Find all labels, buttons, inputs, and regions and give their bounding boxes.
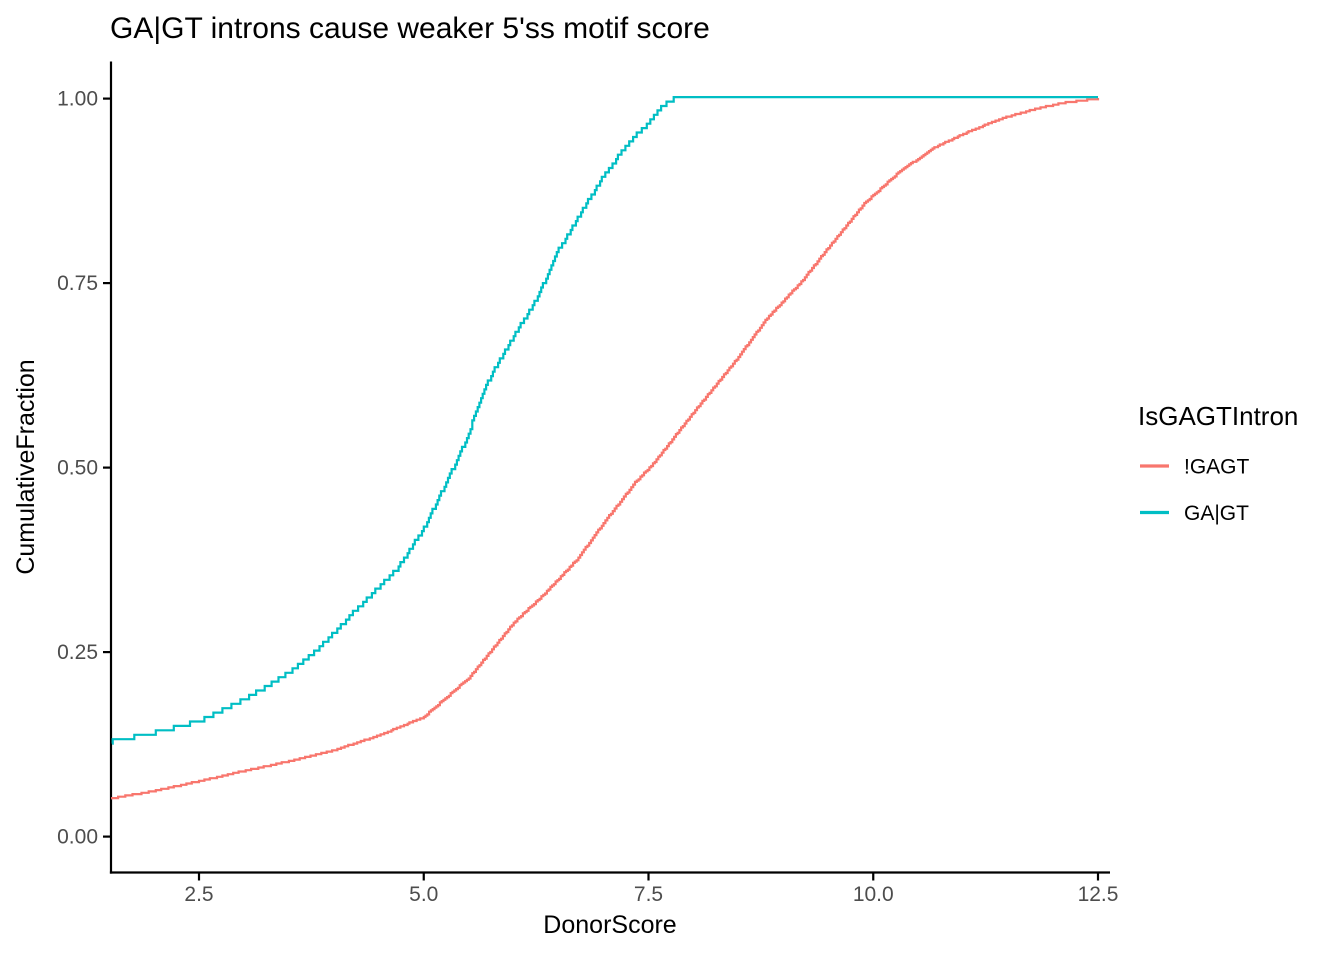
y-tick-label: 0.25 <box>57 641 98 664</box>
legend-entry: GA|GT <box>1140 502 1249 525</box>
legend-entry: !GAGT <box>1140 456 1250 479</box>
legend-entries: !GAGT GA|GT <box>1140 456 1250 525</box>
y-axis-title: CumulativeFraction <box>12 359 40 574</box>
x-tick-label: 12.5 <box>1078 883 1119 906</box>
x-tick-label: 10.0 <box>853 883 894 906</box>
legend-title: IsGAGTIntron <box>1138 401 1298 431</box>
x-axis-title: DonorScore <box>543 911 676 939</box>
legend-entry-label: GA|GT <box>1184 502 1249 525</box>
x-tick-label: 2.5 <box>184 883 213 906</box>
x-tick-label: 7.5 <box>634 883 663 906</box>
x-tick-label: 5.0 <box>409 883 438 906</box>
ecdf-line-not-gagt <box>111 98 1100 800</box>
legend-entry-label: !GAGT <box>1184 456 1250 479</box>
y-tick-label: 0.75 <box>57 272 98 295</box>
series-lines <box>111 96 1100 800</box>
ecdf-line-gagt <box>111 96 1098 745</box>
y-tick-label: 1.00 <box>57 88 98 111</box>
axes: 2.5 5.0 7.5 10.0 12.5 0.00 0.25 0.50 0.75 1.00 <box>57 61 1119 906</box>
y-tick-label: 0.00 <box>57 826 98 849</box>
legend: IsGAGTIntron !GAGT GA|GT <box>1138 401 1298 525</box>
plot-title: GA|GT introns cause weaker 5'ss motif sc… <box>110 12 710 45</box>
y-tick-label: 0.50 <box>57 457 98 480</box>
